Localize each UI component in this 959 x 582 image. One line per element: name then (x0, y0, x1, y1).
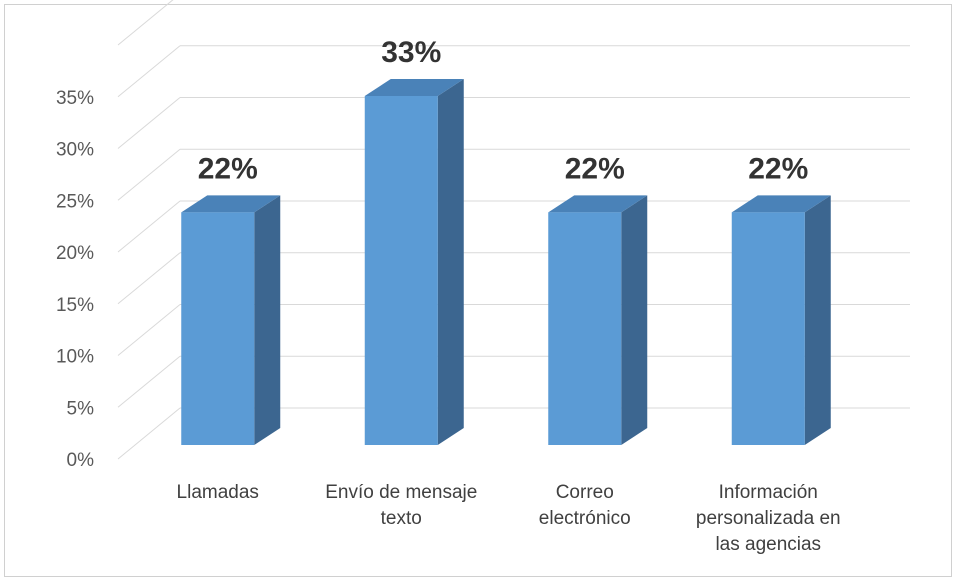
category-label: Llamadas (177, 482, 259, 503)
bar-top (731, 195, 831, 213)
category-label: texto (381, 508, 422, 529)
bar-side (621, 195, 648, 445)
bar (364, 96, 438, 445)
y-tick-label: 0% (67, 450, 95, 471)
y-tick-label: 25% (56, 191, 94, 212)
y-tick-label: 30% (56, 140, 94, 161)
data-label: 22% (198, 152, 258, 185)
bar-side (804, 195, 831, 445)
data-label: 22% (748, 152, 808, 185)
y-tick-label: 20% (56, 243, 94, 264)
bar-top (364, 79, 464, 96)
bar (731, 212, 805, 445)
bar-top (548, 195, 648, 213)
category-label: electrónico (539, 508, 631, 529)
gridline-depth (117, 252, 181, 305)
gridline-depth (117, 304, 181, 356)
category-label: las agencias (715, 534, 821, 555)
gridline-depth (117, 148, 181, 201)
gridline-depth (117, 200, 181, 253)
gridline-depth (117, 45, 181, 98)
bar (181, 212, 255, 445)
gridline-depth (117, 0, 174, 46)
category-label: personalizada en (696, 508, 841, 529)
y-tick-label: 35% (56, 88, 94, 109)
bar (548, 212, 622, 445)
y-tick-label: 10% (56, 347, 94, 368)
gridline-depth (117, 97, 181, 149)
category-label: Información (719, 482, 818, 503)
data-label: 22% (565, 152, 625, 185)
gridline-depth (117, 407, 181, 460)
y-tick-label: 5% (67, 398, 95, 419)
bar-side (437, 79, 464, 445)
category-label: Envío de mensaje (325, 482, 477, 503)
gridline-depth (117, 355, 181, 408)
category-label: Correo (556, 482, 614, 503)
bar-top (181, 195, 281, 213)
bar-side (254, 195, 281, 445)
y-tick-label: 15% (56, 295, 94, 316)
data-label: 33% (381, 36, 441, 69)
